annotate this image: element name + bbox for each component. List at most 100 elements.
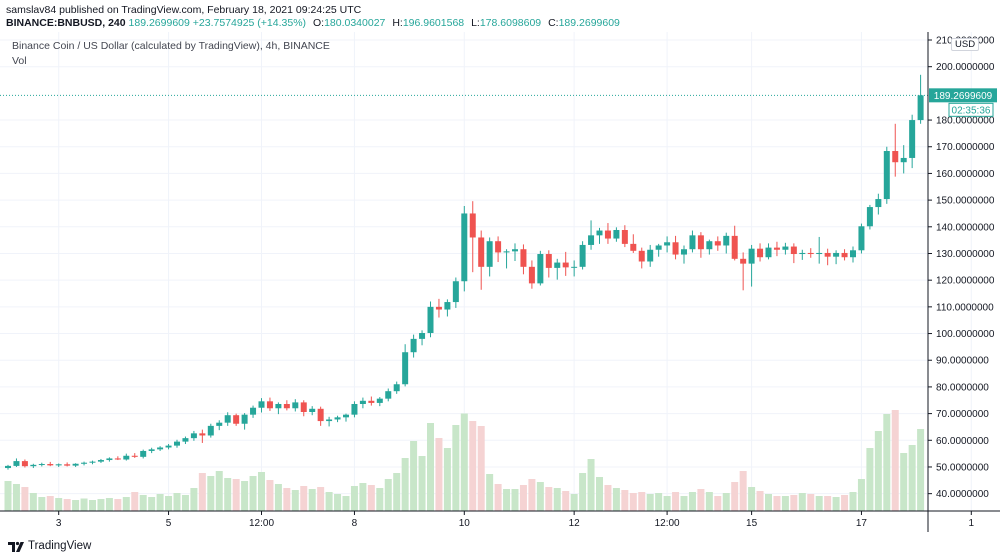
volume-bar <box>841 495 849 511</box>
candle-body <box>790 246 797 255</box>
candle-body <box>402 352 409 385</box>
volume-bar <box>46 496 54 511</box>
volume-bar <box>621 490 629 511</box>
candle-body <box>385 391 392 399</box>
tradingview-logo[interactable]: TradingView <box>8 540 91 552</box>
volume-bar <box>748 487 756 511</box>
candle-body <box>850 250 856 258</box>
volume-bar <box>308 489 316 511</box>
volume-bar <box>207 476 215 511</box>
volume-bar <box>283 488 291 511</box>
volume-bar <box>798 493 806 511</box>
candle-body <box>469 213 476 238</box>
y-tick-label: 110.0000000 <box>936 302 994 313</box>
candle-body <box>579 244 586 267</box>
volume-bar <box>849 492 857 511</box>
candle-body <box>866 207 873 227</box>
candle-body <box>799 252 806 255</box>
x-tick-label: 12 <box>569 518 581 529</box>
legend-title: Binance Coin / US Dollar (calculated by … <box>12 40 330 52</box>
candle-body <box>81 462 88 464</box>
y-tick-label: 90.0000000 <box>936 356 989 367</box>
volume-bar <box>579 473 587 511</box>
volume-bar <box>21 487 29 511</box>
x-tick-label: 5 <box>166 518 172 529</box>
last-price-badge <box>929 88 997 103</box>
countdown-text: 02:35:36 <box>952 105 991 116</box>
candle-body <box>359 400 366 404</box>
candlestick-chart[interactable]: 40.0000000 50.0000000 60.0000000 70.0000000… <box>0 32 1000 532</box>
candle-body <box>393 384 400 392</box>
volume-bar <box>165 496 173 511</box>
candle-body <box>174 441 180 446</box>
candle-body <box>461 213 468 282</box>
volume-bar <box>908 445 916 511</box>
candle-body <box>250 407 257 415</box>
volume-bar <box>807 494 815 511</box>
volume-bar <box>334 494 342 511</box>
volume-bar <box>232 479 240 511</box>
volume-bar <box>857 479 865 511</box>
y-tick-label: 180.0000000 <box>936 116 995 127</box>
volume-bar <box>55 498 63 511</box>
volume-bar <box>722 493 730 511</box>
volume-bar <box>781 496 789 511</box>
volume-bar <box>638 492 646 511</box>
volume-bar <box>443 448 451 511</box>
candle-body <box>917 95 924 121</box>
x-tick-label: 12:00 <box>655 518 680 529</box>
x-tick-label: 1 <box>969 518 975 529</box>
candle-body <box>697 235 704 250</box>
volume-bar <box>697 489 705 511</box>
candle-body <box>292 402 299 409</box>
tradingview-logo-icon <box>8 541 24 552</box>
volume-bar <box>765 494 772 511</box>
volume-bar <box>739 471 747 511</box>
candle-body <box>123 455 130 460</box>
candle-body <box>258 401 265 408</box>
countdown-badge <box>948 102 994 117</box>
candle-body <box>664 242 671 246</box>
y-tick-label: 80.0000000 <box>936 382 989 393</box>
volume-bar <box>824 496 832 511</box>
volume-bar <box>173 493 181 511</box>
candle-body <box>55 464 62 466</box>
candle-body <box>148 449 155 451</box>
y-tick-label: 60.0000000 <box>936 436 989 447</box>
volume-bar <box>486 474 494 511</box>
y-tick-label: 150.0000000 <box>936 196 995 207</box>
volume-bar <box>427 423 434 511</box>
volume-bar <box>519 485 527 511</box>
candle-body <box>588 235 595 245</box>
volume-bar <box>367 485 375 511</box>
volume-bar <box>570 494 578 511</box>
candle-body <box>672 242 679 255</box>
y-tick-label: 120.0000000 <box>936 276 995 287</box>
currency-badge[interactable]: USD <box>951 38 980 51</box>
volume-bar <box>114 499 122 511</box>
candle-body <box>376 398 383 403</box>
candle-body <box>351 403 358 415</box>
volume-bar <box>63 499 71 511</box>
candle-body <box>613 230 620 239</box>
volume-bar <box>122 497 130 511</box>
volume-bar <box>663 496 671 511</box>
volume-bar <box>452 425 460 511</box>
candle-body <box>723 235 730 246</box>
chart-header: samslav84 published on TradingView.com, … <box>0 0 1000 32</box>
volume-bar <box>12 484 20 511</box>
candle-body <box>731 235 738 259</box>
volume-bar <box>536 482 544 511</box>
volume-bar <box>587 459 595 511</box>
candle-body <box>47 464 54 466</box>
chart-area[interactable]: 40.0000000 50.0000000 60.0000000 70.0000000… <box>0 32 1000 532</box>
volume-bar <box>4 481 12 511</box>
volume-bar <box>435 438 443 511</box>
volume-bar <box>604 485 612 511</box>
volume-bar <box>511 489 519 511</box>
volume-bar <box>148 497 156 511</box>
volume-bar <box>274 484 282 511</box>
volume-bar <box>97 499 105 511</box>
volume-bar <box>393 473 401 511</box>
volume-bar <box>646 494 654 511</box>
